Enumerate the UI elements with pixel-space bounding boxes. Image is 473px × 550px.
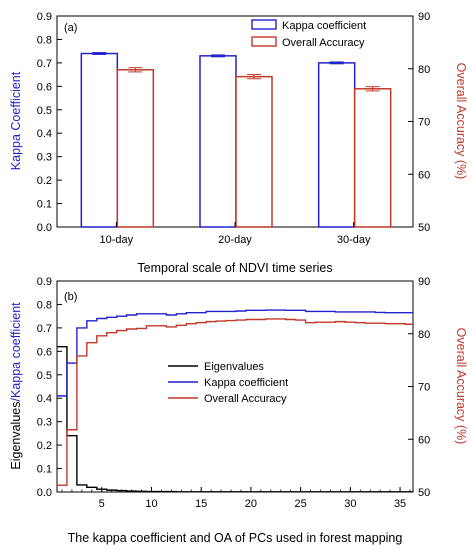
panel-a-y-right-title: Overall Accuracy (%) — [454, 63, 468, 180]
panel-b-ytick-left-label: 0.4 — [37, 393, 52, 405]
panel-b-ytick-right-label: 80 — [418, 329, 430, 341]
panel-a-ytick-left-label: 0.1 — [37, 199, 52, 211]
panel-a-xtick-label: 10-day — [100, 234, 134, 246]
panel-b-ytick-right-label: 70 — [418, 382, 430, 394]
panel-b-left-axis: 0.0 0.1 0.2 0.3 0.4 0.5 0.6 0.7 0.8 0.9 — [37, 276, 62, 499]
panel-b-ytick-left-label: 0.6 — [37, 346, 52, 358]
panel-b-ytick-left-label: 0.5 — [37, 370, 52, 382]
panel-a-y-left-title: Kappa Coefficient — [9, 71, 23, 170]
accuracy-bar — [116, 69, 155, 228]
panel-a-ytick-left-label: 0.9 — [37, 11, 52, 23]
panel-b-xtick-label: 35 — [394, 498, 406, 510]
panel-a-x-axis: 10-day 20-day 30-day — [100, 222, 371, 246]
panel-a-legend: Kappa coefficient Overall Accuracy — [251, 19, 366, 49]
panel-b-ytick-right-label: 50 — [418, 487, 430, 499]
panel-b-ytick-left-label: 0.2 — [37, 440, 52, 452]
panel-a-ytick-right-label: 90 — [418, 11, 430, 23]
panel-b-ytick-left-label: 0.3 — [37, 417, 52, 429]
panel-a-ytick-left-label: 0.0 — [37, 222, 52, 234]
panel-a-x-title: Temporal scale of NDVI time series — [137, 261, 332, 275]
panel-a: 0.0 0.1 0.2 0.3 0.4 0.5 0.6 0.7 0.8 0.9 50 60 70 80 9… — [9, 11, 468, 275]
accuracy-bar — [353, 88, 392, 228]
panel-b-right-axis: 50 60 70 80 90 — [408, 276, 430, 499]
panel-a-ytick-left-label: 0.7 — [37, 58, 52, 70]
panel-a-ytick-right-label: 80 — [418, 64, 430, 76]
panel-b-xtick-label: 15 — [195, 498, 207, 510]
panel-a-ytick-left-label: 0.2 — [37, 175, 52, 187]
panel-b-x-title: The kappa coefficient and OA of PCs used… — [68, 531, 403, 545]
panel-a-label: (a) — [64, 22, 77, 34]
legend-eigen-label: Eigenvalues — [204, 361, 264, 373]
kappa-bar — [317, 62, 356, 228]
panel-a-left-axis: 0.0 0.1 0.2 0.3 0.4 0.5 0.6 0.7 0.8 0.9 — [37, 11, 62, 234]
panel-b-y-left-title-part-kappa: /Kappa coefficient — [9, 302, 23, 402]
panel-b-y-left-title-group: Eigenvalues/Kappa coefficient — [9, 302, 23, 470]
panel-b-lines — [57, 309, 413, 493]
panel-b-x-axis: 5 10 15 20 25 30 35 — [61, 487, 411, 510]
panel-b-xtick-label: 30 — [344, 498, 356, 510]
panel-b-xtick-label: 25 — [295, 498, 307, 510]
panel-a-xtick-label: 20-day — [218, 234, 252, 246]
panel-a-xtick-label: 30-day — [337, 234, 371, 246]
panel-b-xtick-label: 20 — [245, 498, 257, 510]
panel-b-legend: Eigenvalues Kappa coefficient Overall Ac… — [168, 361, 288, 405]
legend-accuracy-swatch — [251, 36, 277, 47]
kappa-line — [57, 309, 413, 397]
accuracy-line — [57, 318, 413, 486]
legend-kappa-label-b: Kappa coefficient — [204, 377, 288, 389]
panel-b-y-left-title-part-eigen: Eigenvalues — [9, 402, 23, 470]
panel-a-ytick-left-label: 0.3 — [37, 152, 52, 164]
legend-accuracy-label-b: Overall Accuracy — [204, 393, 287, 405]
legend-kappa-label: Kappa coefficient — [282, 20, 366, 32]
panel-b-ytick-right-label: 90 — [418, 276, 430, 288]
panel-b-label: (b) — [64, 291, 77, 303]
kappa-bar — [80, 52, 119, 228]
panel-b-ytick-left-label: 0.7 — [37, 323, 52, 335]
panel-b-y-left-title: Eigenvalues/Kappa coefficient — [9, 302, 23, 470]
kappa-bar — [199, 55, 237, 228]
panel-a-ytick-right-label: 50 — [418, 222, 430, 234]
panel-b-ytick-right-label: 60 — [418, 434, 430, 446]
legend-kappa-swatch — [251, 19, 277, 30]
panel-b-ytick-left-label: 0.8 — [37, 299, 52, 311]
panel-b-xtick-label: 10 — [145, 498, 157, 510]
panel-a-ytick-left-label: 0.8 — [37, 34, 52, 46]
panel-a-ytick-left-label: 0.6 — [37, 81, 52, 93]
panel-a-ytick-left-label: 0.4 — [37, 128, 52, 140]
panel-a-ytick-right-label: 60 — [418, 169, 430, 181]
eigenvalues-line — [57, 345, 413, 493]
legend-accuracy-label: Overall Accuracy — [282, 37, 365, 49]
panel-b: 0.0 0.1 0.2 0.3 0.4 0.5 0.6 0.7 0.8 0.9 50 60 70 80 9… — [9, 276, 468, 545]
panel-b-ytick-left-label: 0.0 — [37, 487, 52, 499]
panel-b-xtick-label: 5 — [99, 498, 105, 510]
panel-b-y-right-title: Overall Accuracy (%) — [454, 328, 468, 445]
panel-a-ytick-left-label: 0.5 — [37, 105, 52, 117]
panel-b-ytick-left-label: 0.9 — [37, 276, 52, 288]
panel-b-ytick-left-label: 0.1 — [37, 464, 52, 476]
accuracy-bar — [235, 75, 273, 228]
panel-a-right-axis: 50 60 70 80 90 — [408, 11, 430, 234]
panel-a-bars — [80, 52, 392, 228]
panel-a-ytick-right-label: 70 — [418, 117, 430, 129]
